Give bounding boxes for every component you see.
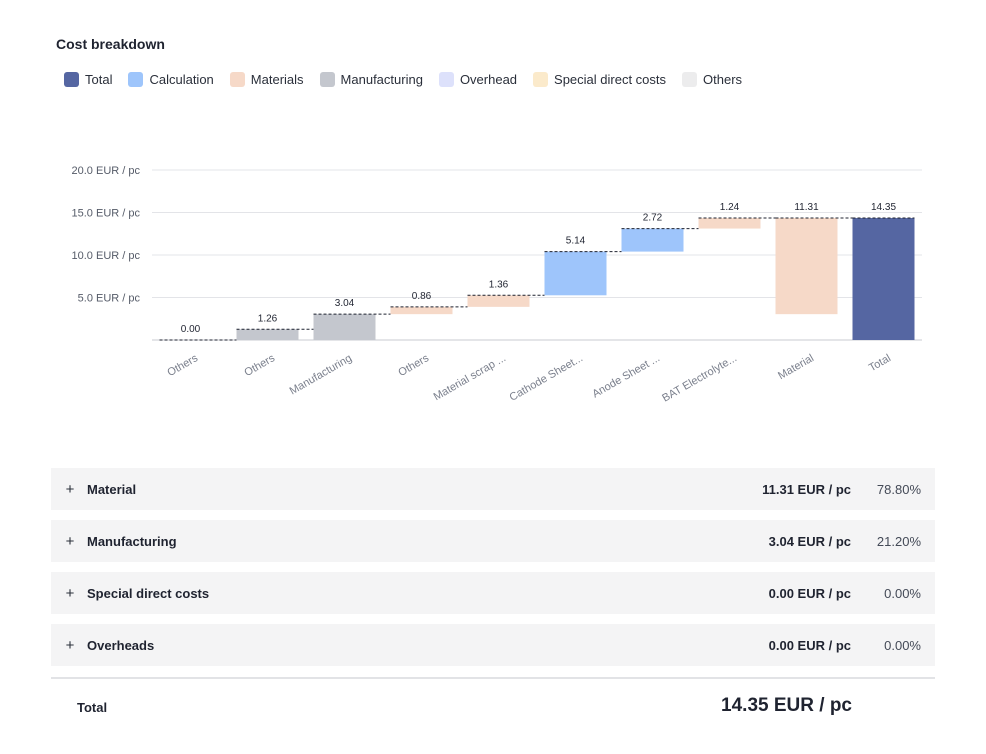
total-divider <box>51 677 935 679</box>
breakdown-amount: 3.04 EUR / pc <box>768 533 851 549</box>
total-label: Total <box>77 700 108 715</box>
bar <box>621 228 684 252</box>
breakdown-row-manufacturing[interactable]: + Manufacturing 3.04 EUR / pc 21.20% <box>51 520 935 562</box>
breakdown-label: Special direct costs <box>87 585 210 601</box>
breakdown-amount: 0.00 EUR / pc <box>768 585 851 601</box>
x-tick-label: Others <box>165 352 200 379</box>
expand-icon[interactable]: + <box>65 584 75 602</box>
breakdown-percent: 0.00% <box>884 637 921 653</box>
chart-legend: Total Calculation Materials Manufacturin… <box>64 72 758 87</box>
legend-swatch-calculation <box>128 72 144 87</box>
legend-swatch-special-direct-costs <box>533 72 549 87</box>
data-label: 1.24 <box>720 202 740 213</box>
legend-item-materials[interactable]: Materials <box>229 72 304 87</box>
data-label: 0.00 <box>181 324 201 335</box>
bar <box>467 295 530 307</box>
legend-item-manufacturing[interactable]: Manufacturing <box>319 72 423 87</box>
legend-label-overhead: Overhead <box>459 72 518 87</box>
data-label: 14.35 <box>871 202 896 213</box>
legend-swatch-others <box>682 72 698 87</box>
legend-swatch-materials <box>229 72 245 87</box>
data-label: 0.86 <box>412 291 432 302</box>
x-tick-label: Anode Sheet ... <box>590 352 662 400</box>
legend-item-total[interactable]: Total <box>64 72 112 87</box>
breakdown-percent: 21.20% <box>876 533 921 549</box>
x-tick-label: BAT Electrolyte... <box>660 352 739 404</box>
legend-label-manufacturing: Manufacturing <box>340 72 423 87</box>
x-tick-label: Others <box>396 352 431 379</box>
legend-item-overhead[interactable]: Overhead <box>438 72 518 87</box>
legend-swatch-overhead <box>438 72 454 87</box>
y-tick-label: 5.0 EUR / pc <box>78 293 141 305</box>
data-label: 1.26 <box>258 313 278 324</box>
legend-swatch-manufacturing <box>319 72 335 87</box>
data-label: 11.31 <box>794 202 819 213</box>
breakdown-label: Material <box>87 481 137 497</box>
bar <box>313 314 376 340</box>
legend-item-calculation[interactable]: Calculation <box>128 72 214 87</box>
x-tick-label: Others <box>242 352 277 379</box>
bar <box>775 218 838 315</box>
breakdown-percent: 0.00% <box>884 585 921 601</box>
legend-item-others[interactable]: Others <box>682 72 742 87</box>
breakdown-label: Manufacturing <box>87 533 177 549</box>
bar <box>236 329 299 340</box>
breakdown-row-overheads[interactable]: + Overheads 0.00 EUR / pc 0.00% <box>51 624 935 666</box>
y-tick-label: 10.0 EUR / pc <box>72 250 141 262</box>
bar <box>852 218 915 340</box>
legend-swatch-total <box>64 72 79 87</box>
breakdown-percent: 78.80% <box>876 481 921 497</box>
total-value: 14.35 EUR / pc <box>721 695 852 716</box>
expand-icon[interactable]: + <box>65 480 75 498</box>
x-tick-label: Cathode Sheet... <box>507 352 585 404</box>
breakdown-amount: 11.31 EUR / pc <box>762 481 851 497</box>
y-tick-label: 20.0 EUR / pc <box>72 165 141 177</box>
legend-label-total: Total <box>85 72 113 87</box>
bar <box>390 306 453 315</box>
legend-label-calculation: Calculation <box>149 72 214 87</box>
expand-icon[interactable]: + <box>65 532 75 550</box>
bar <box>544 251 607 296</box>
expand-icon[interactable]: + <box>65 636 75 654</box>
data-label: 5.14 <box>566 236 586 247</box>
x-tick-label: Manufacturing <box>288 352 354 397</box>
breakdown-amount: 0.00 EUR / pc <box>768 637 851 653</box>
breakdown-row-special-direct-costs[interactable]: + Special direct costs 0.00 EUR / pc 0.0… <box>51 572 935 614</box>
breakdown-row-material[interactable]: + Material 11.31 EUR / pc 78.80% <box>51 468 935 510</box>
data-label: 3.04 <box>335 298 355 309</box>
x-tick-label: Material <box>776 352 816 382</box>
x-tick-label: Material scrap ... <box>432 352 508 403</box>
legend-label-others: Others <box>703 72 743 87</box>
data-label: 1.36 <box>489 279 509 290</box>
breakdown-label: Overheads <box>87 637 155 653</box>
x-tick-label: Total <box>867 352 893 374</box>
legend-label-special-direct-costs: Special direct costs <box>554 72 667 87</box>
y-tick-label: 15.0 EUR / pc <box>72 208 141 220</box>
legend-item-special-direct-costs[interactable]: Special direct costs <box>533 72 666 87</box>
data-label: 2.72 <box>643 213 663 224</box>
waterfall-chart: 20.0 EUR / pc 15.0 EUR / pc 10.0 EUR / pc 5… <box>72 165 922 405</box>
legend-label-materials: Materials <box>250 72 304 87</box>
chart-title: Cost breakdown <box>56 36 165 52</box>
bar <box>698 218 761 229</box>
